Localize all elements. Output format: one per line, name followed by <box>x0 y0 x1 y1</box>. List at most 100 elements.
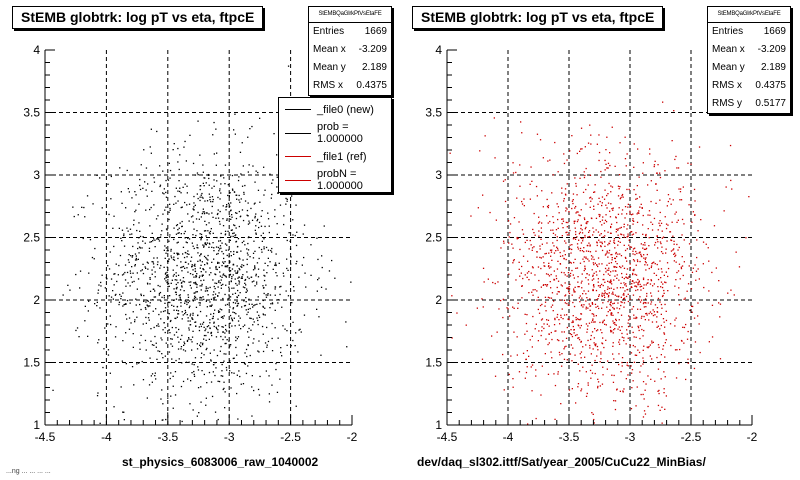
data-point <box>502 353 504 356</box>
data-point <box>105 277 107 279</box>
data-point <box>240 277 242 279</box>
data-point <box>121 360 123 362</box>
data-point <box>566 359 568 361</box>
data-point <box>180 385 183 388</box>
data-point <box>206 200 209 202</box>
data-point <box>590 334 592 337</box>
data-point <box>220 175 222 177</box>
data-point <box>644 413 647 415</box>
data-point <box>645 262 647 264</box>
stats-row-mean-y: Mean y 2.189 <box>313 62 387 73</box>
data-point <box>702 241 705 243</box>
data-point <box>602 320 604 322</box>
data-point <box>613 238 616 240</box>
data-point <box>248 303 250 305</box>
y-tick-label: 3 <box>435 168 442 182</box>
data-point <box>216 328 218 330</box>
data-point <box>692 305 694 308</box>
data-point <box>569 261 571 263</box>
data-point <box>265 284 267 286</box>
data-point <box>583 176 586 179</box>
data-point <box>206 258 208 260</box>
data-point <box>169 320 172 323</box>
data-point <box>623 388 625 390</box>
data-point <box>643 345 645 347</box>
data-point <box>186 185 188 187</box>
data-point <box>568 286 570 288</box>
data-point <box>254 304 256 306</box>
x-tick-label: -3 <box>625 430 636 444</box>
data-point <box>173 227 175 229</box>
data-point <box>605 324 607 326</box>
data-point <box>580 127 583 129</box>
data-point <box>175 287 178 289</box>
data-point <box>626 333 628 335</box>
data-point <box>169 377 171 380</box>
data-point <box>577 219 579 221</box>
data-point <box>247 202 249 204</box>
data-point <box>191 266 193 268</box>
data-point <box>171 345 174 347</box>
data-point <box>634 247 636 249</box>
data-point <box>517 307 519 309</box>
data-point <box>200 401 202 403</box>
data-point <box>580 324 582 327</box>
data-point <box>235 313 237 315</box>
data-point <box>595 217 598 219</box>
data-point <box>553 300 555 302</box>
data-point <box>249 128 251 130</box>
data-point <box>228 340 230 342</box>
data-point <box>578 214 580 216</box>
data-point <box>611 253 613 256</box>
data-point <box>664 356 666 358</box>
data-point <box>193 292 195 294</box>
data-point <box>670 250 673 252</box>
data-point <box>660 378 662 380</box>
data-point <box>219 198 221 200</box>
data-point <box>106 278 108 280</box>
data-point <box>653 217 656 220</box>
data-point <box>544 253 546 255</box>
data-point <box>251 303 253 305</box>
data-point <box>77 214 79 216</box>
data-point <box>196 291 198 293</box>
data-point <box>163 249 165 251</box>
data-point <box>582 238 584 240</box>
data-point <box>225 209 227 211</box>
data-point <box>231 276 233 278</box>
data-point <box>625 283 627 285</box>
data-point <box>591 302 593 304</box>
data-point <box>197 197 199 200</box>
data-point <box>657 290 660 292</box>
data-point <box>299 328 301 330</box>
data-point <box>295 332 297 334</box>
data-point <box>644 319 646 321</box>
data-point <box>225 328 227 331</box>
data-point <box>157 261 159 263</box>
data-point <box>556 286 558 289</box>
data-point <box>156 263 159 266</box>
data-point <box>660 281 663 283</box>
x-tick-label: -2 <box>747 430 758 444</box>
data-point <box>316 290 318 292</box>
data-point <box>623 277 625 280</box>
data-point <box>135 209 137 211</box>
data-point <box>222 331 224 333</box>
data-point <box>236 305 238 307</box>
data-point <box>213 291 215 293</box>
data-point <box>638 210 640 212</box>
data-point <box>199 323 202 325</box>
data-point <box>680 266 682 268</box>
data-point <box>576 236 578 238</box>
data-point <box>615 319 617 322</box>
data-point <box>198 302 200 304</box>
data-point <box>556 203 558 205</box>
data-point <box>629 318 631 320</box>
data-point <box>173 238 175 241</box>
data-point <box>231 216 233 218</box>
data-point <box>83 206 85 209</box>
data-point <box>127 188 129 190</box>
data-point <box>201 283 203 285</box>
data-point <box>150 128 152 130</box>
data-point <box>551 192 553 194</box>
